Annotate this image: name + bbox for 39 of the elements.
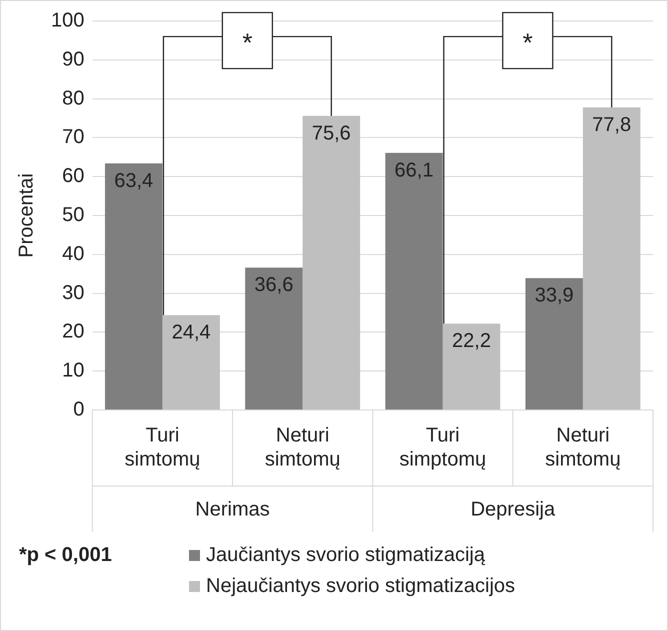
bar bbox=[245, 268, 303, 410]
annotation: * bbox=[522, 28, 533, 58]
y-tick-label: 50 bbox=[62, 204, 84, 226]
bar bbox=[302, 116, 360, 410]
legend-label: Nejaučiantys svorio stigmatizacijos bbox=[206, 575, 516, 598]
annotation: * bbox=[242, 28, 252, 58]
x-tick-label: Neturi simtomų bbox=[264, 424, 340, 471]
bar bbox=[162, 315, 220, 410]
y-tick-label: 100 bbox=[50, 10, 84, 32]
y-tick-label: 60 bbox=[62, 165, 84, 188]
data-label: 66,1 bbox=[394, 159, 434, 182]
bar bbox=[525, 278, 583, 410]
y-axis-title: Procentai bbox=[16, 173, 38, 258]
y-tick-label: 70 bbox=[62, 126, 84, 148]
data-label: 33,9 bbox=[534, 284, 574, 307]
text: *p < 0,001 bbox=[19, 543, 113, 567]
bar bbox=[442, 324, 500, 410]
x-tick-label: Turi simptomų bbox=[399, 424, 486, 471]
data-label: 22,2 bbox=[452, 330, 491, 352]
data-label: 63,4 bbox=[114, 170, 154, 192]
y-tick-label: 20 bbox=[62, 320, 84, 343]
bar bbox=[104, 163, 162, 410]
y-tick-label: 10 bbox=[62, 360, 84, 382]
x-tick-label: Turi simtomų bbox=[124, 424, 200, 471]
y-tick-label: 80 bbox=[62, 87, 84, 110]
data-label: 77,8 bbox=[592, 114, 632, 136]
y-tick-label: 40 bbox=[62, 242, 84, 265]
y-tick-label: 90 bbox=[62, 48, 84, 70]
bar bbox=[582, 107, 640, 410]
x-tick-label: Neturi simtomų bbox=[545, 424, 621, 471]
y-tick-label: 30 bbox=[62, 282, 84, 304]
data-label: 24,4 bbox=[172, 322, 211, 344]
text: Nerimas bbox=[195, 498, 270, 521]
text: Depresija bbox=[470, 498, 556, 521]
legend-label: Jaučiantys svorio stigmatizaciją bbox=[206, 544, 485, 567]
data-label: 36,6 bbox=[254, 274, 294, 296]
data-label: 75,6 bbox=[312, 122, 351, 144]
y-tick-label: 0 bbox=[73, 398, 84, 421]
bar bbox=[385, 152, 443, 410]
